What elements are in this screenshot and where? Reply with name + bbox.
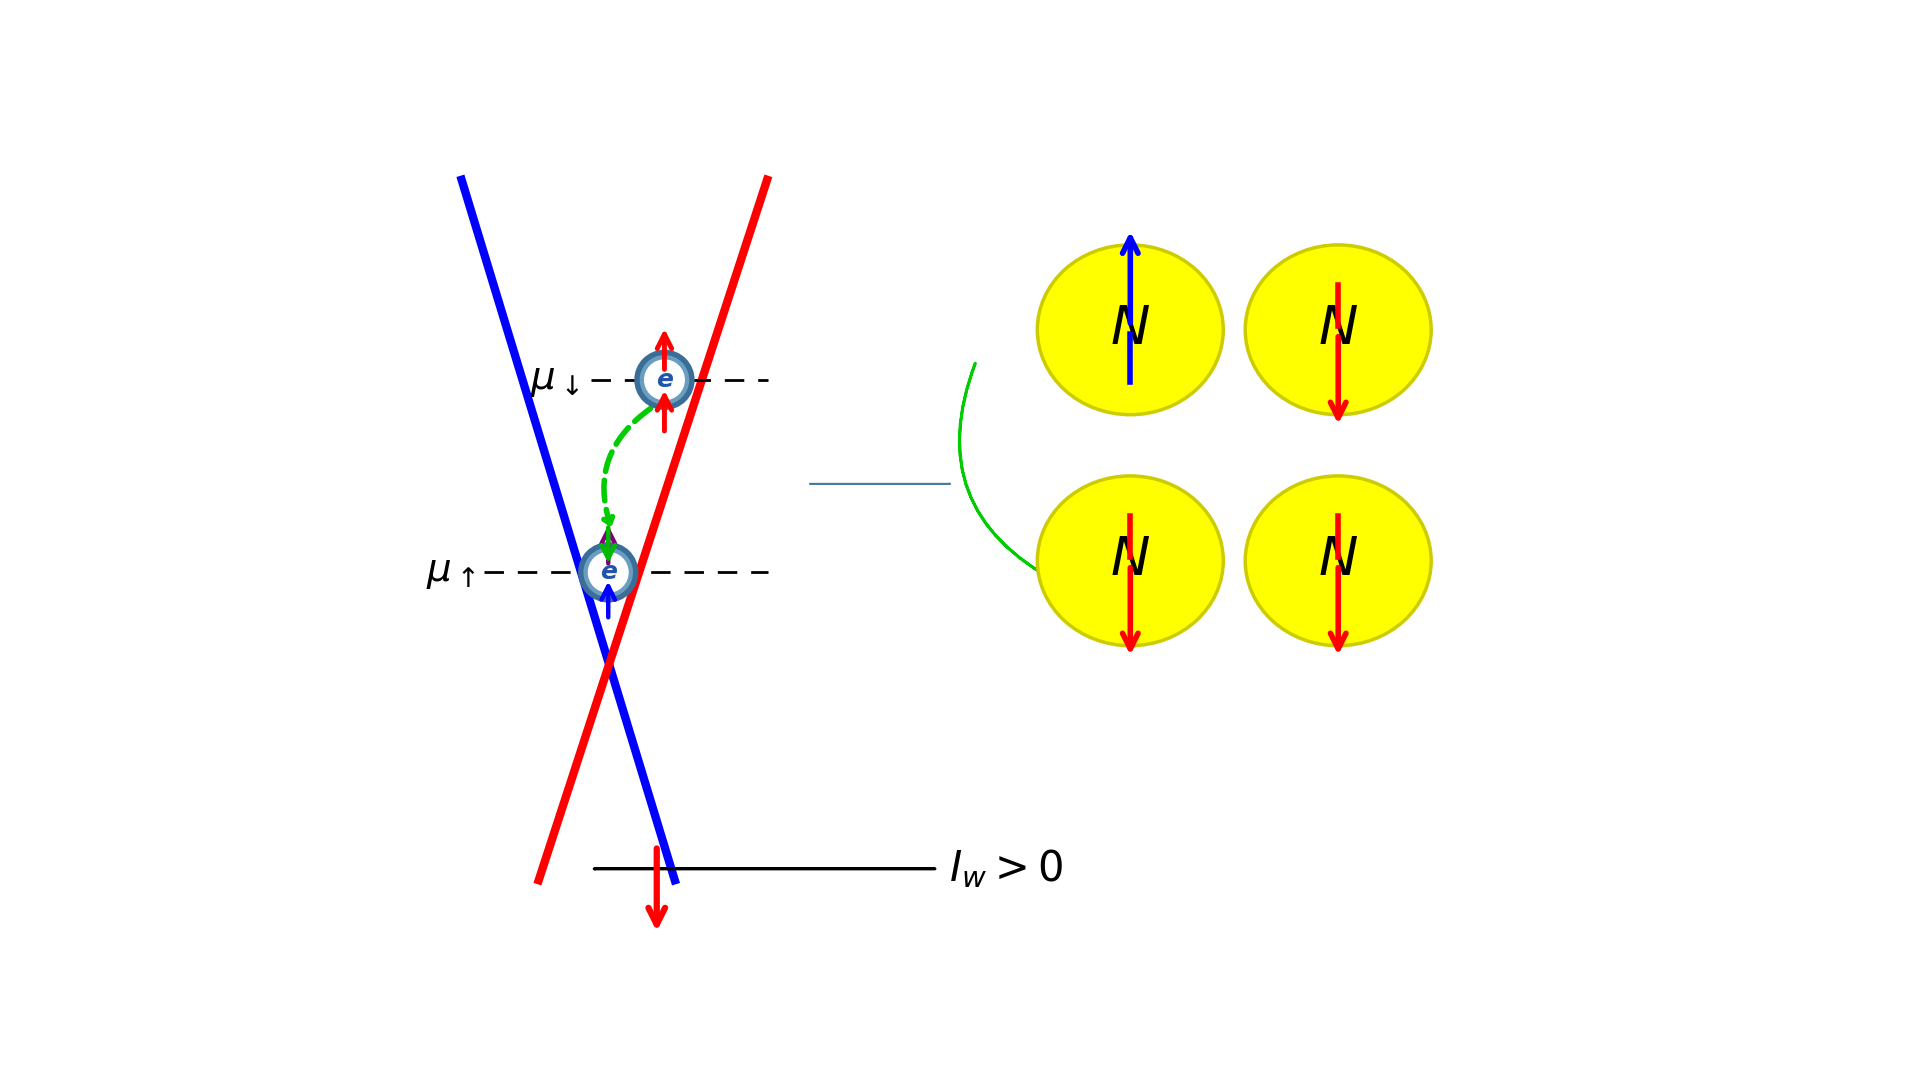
Text: $\mathit{I}_w > 0$: $\mathit{I}_w > 0$: [948, 848, 1064, 890]
Circle shape: [643, 360, 685, 401]
Circle shape: [639, 355, 689, 405]
Text: $N$: $N$: [1319, 536, 1357, 586]
Text: $N$: $N$: [1110, 305, 1150, 355]
Text: $\mu_\downarrow$: $\mu_\downarrow$: [530, 361, 580, 399]
Ellipse shape: [1037, 245, 1223, 415]
Text: $N$: $N$: [1319, 305, 1357, 355]
Text: e: e: [599, 561, 616, 584]
Text: $N$: $N$: [1110, 536, 1150, 586]
Circle shape: [584, 548, 634, 597]
Circle shape: [634, 350, 695, 410]
Text: $\mu_\uparrow$: $\mu_\uparrow$: [426, 553, 476, 592]
Ellipse shape: [1246, 245, 1430, 415]
FancyArrowPatch shape: [810, 483, 950, 484]
Text: e: e: [657, 368, 672, 392]
FancyArrowPatch shape: [960, 363, 1058, 582]
Circle shape: [588, 552, 628, 593]
Ellipse shape: [1246, 476, 1430, 646]
FancyArrowPatch shape: [605, 408, 651, 523]
Ellipse shape: [1037, 476, 1223, 646]
Circle shape: [578, 542, 639, 603]
